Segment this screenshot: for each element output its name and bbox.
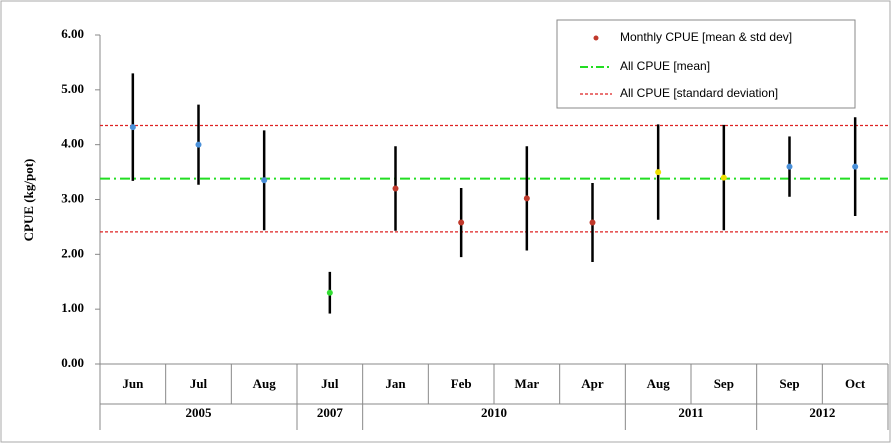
legend-marker bbox=[593, 35, 599, 41]
mean-point bbox=[326, 289, 333, 296]
y-tick-label: 0.00 bbox=[61, 355, 84, 370]
x-tick-label: Oct bbox=[845, 376, 866, 391]
legend-label: All CPUE [standard deviation] bbox=[620, 86, 778, 100]
mean-point bbox=[523, 195, 530, 202]
y-tick-label: 1.00 bbox=[61, 300, 84, 315]
x-tick-label: Sep bbox=[779, 376, 799, 391]
y-axis-label: CPUE (kg/pot) bbox=[21, 159, 36, 242]
x-tick-label: Jun bbox=[122, 376, 144, 391]
legend-label: All CPUE [mean] bbox=[620, 59, 710, 73]
x-tick-label: Aug bbox=[253, 376, 277, 391]
x-tick-label: Mar bbox=[515, 376, 540, 391]
mean-point bbox=[261, 177, 268, 184]
x-tick-label: Jul bbox=[190, 376, 208, 391]
x-tick-label: Apr bbox=[581, 376, 604, 391]
mean-point bbox=[720, 174, 727, 181]
x-group-label: 2012 bbox=[809, 405, 835, 420]
x-group-label: 2007 bbox=[317, 405, 344, 420]
x-tick-label: Sep bbox=[714, 376, 734, 391]
y-tick-label: 6.00 bbox=[61, 26, 84, 41]
mean-point bbox=[852, 163, 859, 170]
mean-point bbox=[655, 169, 662, 176]
x-tick-label: Jul bbox=[321, 376, 339, 391]
mean-point bbox=[786, 163, 793, 170]
mean-point bbox=[129, 124, 136, 131]
y-tick-label: 4.00 bbox=[61, 136, 84, 151]
legend-label: Monthly CPUE [mean & std dev] bbox=[620, 30, 792, 44]
y-tick-label: 2.00 bbox=[61, 245, 84, 260]
x-group-label: 2010 bbox=[481, 405, 507, 420]
x-tick-label: Aug bbox=[647, 376, 671, 391]
mean-point bbox=[392, 185, 399, 192]
mean-point bbox=[589, 219, 596, 226]
x-tick-label: Jan bbox=[385, 376, 406, 391]
y-tick-label: 5.00 bbox=[61, 81, 84, 96]
mean-point bbox=[195, 141, 202, 148]
x-tick-label: Feb bbox=[451, 376, 472, 391]
legend-box bbox=[556, 19, 856, 109]
x-group-label: 2005 bbox=[186, 405, 213, 420]
x-group-label: 2011 bbox=[678, 405, 703, 420]
mean-point bbox=[458, 219, 465, 226]
y-tick-label: 3.00 bbox=[61, 190, 84, 205]
